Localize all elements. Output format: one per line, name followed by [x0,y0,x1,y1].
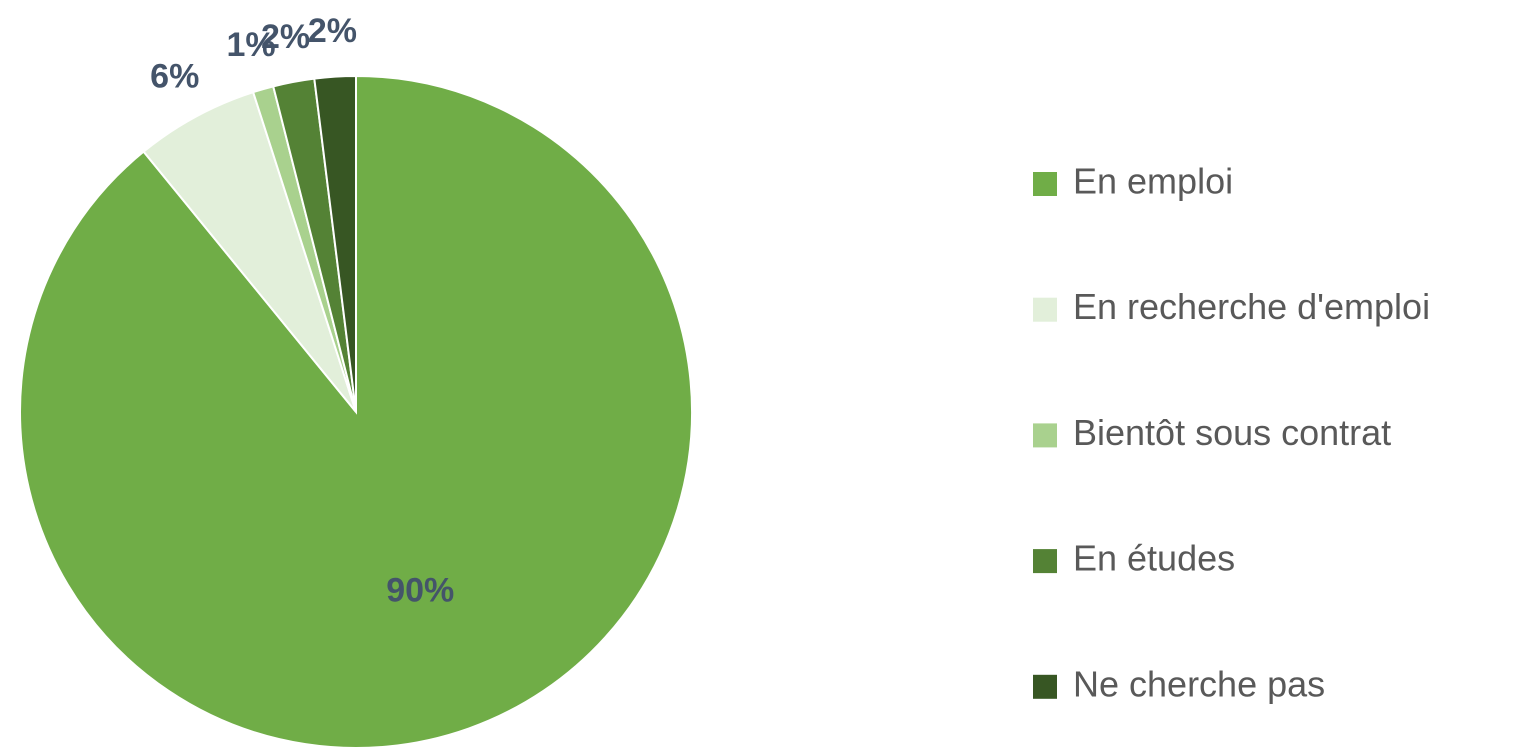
legend-label: En recherche d'emploi [1073,286,1430,327]
legend-swatch [1033,172,1057,196]
legend-label: Ne cherche pas [1073,663,1325,704]
legend-swatch [1033,674,1057,699]
legend-swatch [1033,297,1057,322]
pie-slice [142,90,357,413]
legend-label: En études [1073,538,1235,579]
data-label: 2% [308,12,357,50]
legend-label: Bientôt sous contrat [1073,412,1391,453]
legend-swatch [1033,549,1057,574]
data-label: 1% [227,26,276,64]
legend-label: En emploi [1073,161,1233,202]
data-label: 2% [261,18,310,56]
data-label: 6% [150,57,199,95]
pie-slice [313,74,357,413]
legend-swatch [1033,423,1057,448]
data-label: 90% [386,571,454,609]
